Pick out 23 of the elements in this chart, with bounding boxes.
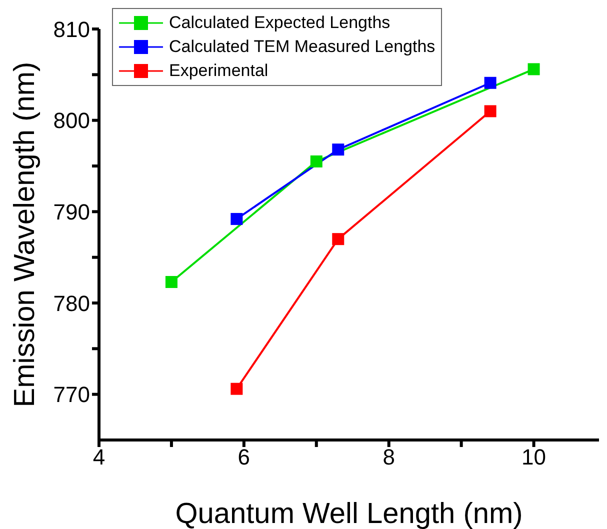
x-axis-title: Quantum Well Length (nm) — [175, 498, 523, 529]
x-tick-label: 10 — [522, 444, 546, 470]
point — [332, 233, 344, 246]
legend-label: Calculated Expected Lengths — [169, 12, 390, 34]
y-tick-label: 790 — [53, 199, 90, 224]
point — [310, 155, 322, 168]
point — [230, 212, 243, 225]
y-axis-title: Emission Wavelength (nm) — [9, 62, 41, 408]
y-tick-label: 770 — [53, 382, 90, 408]
x-tick-label: 8 — [382, 444, 395, 470]
x-tick-label: 6 — [238, 444, 250, 470]
y-tick-label: 780 — [53, 290, 90, 316]
legend-label: Experimental — [169, 60, 268, 82]
point — [165, 276, 178, 288]
point — [332, 144, 344, 156]
legend-label: Calculated TEM Measured Lengths — [169, 36, 436, 58]
point — [484, 105, 496, 118]
point — [528, 63, 540, 76]
y-tick-label: 800 — [53, 108, 90, 134]
point — [484, 76, 496, 89]
y-tick-label: 810 — [53, 16, 90, 42]
x-tick-label: 4 — [92, 444, 106, 470]
point — [230, 382, 243, 395]
